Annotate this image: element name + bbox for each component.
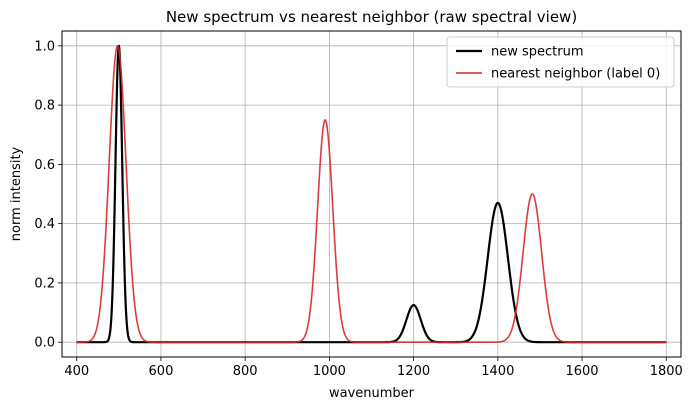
plot-frame xyxy=(61,30,682,358)
x-tick-label: 1400 xyxy=(481,364,514,379)
x-tick-label: 1200 xyxy=(397,364,430,379)
x-tick-label: 400 xyxy=(64,364,89,379)
legend-label: new spectrum xyxy=(491,45,584,60)
x-tick-label: 1000 xyxy=(313,364,346,379)
y-tick-label: 0.0 xyxy=(34,336,55,351)
x-tick-label: 1800 xyxy=(650,364,683,379)
x-tick-label: 800 xyxy=(233,364,258,379)
legend-box xyxy=(446,36,675,88)
x-tick-label: 1600 xyxy=(565,364,598,379)
chart-title: New spectrum vs nearest neighbor (raw sp… xyxy=(166,8,577,26)
x-axis-label: wavenumber xyxy=(329,386,415,401)
legend: new spectrum nearest neighbor (label 0) xyxy=(446,36,675,88)
series-lines xyxy=(76,44,667,344)
y-axis-ticks: 0.0 0.2 0.4 0.6 0.8 1.0 xyxy=(34,39,62,351)
x-axis-ticks: 400 600 800 1000 1200 1400 1600 1800 xyxy=(64,357,683,379)
y-tick-label: 0.6 xyxy=(34,158,55,173)
y-axis-label: norm intensity xyxy=(9,146,24,241)
y-tick-label: 0.2 xyxy=(34,276,55,291)
y-tick-label: 0.8 xyxy=(34,99,55,114)
y-tick-label: 0.4 xyxy=(34,217,55,232)
y-tick-label: 1.0 xyxy=(34,39,55,54)
series-line-new-spectrum xyxy=(76,44,667,344)
series-line-nearest-neighbor xyxy=(76,45,667,343)
x-tick-label: 600 xyxy=(149,364,174,379)
legend-label: nearest neighbor (label 0) xyxy=(491,67,660,82)
